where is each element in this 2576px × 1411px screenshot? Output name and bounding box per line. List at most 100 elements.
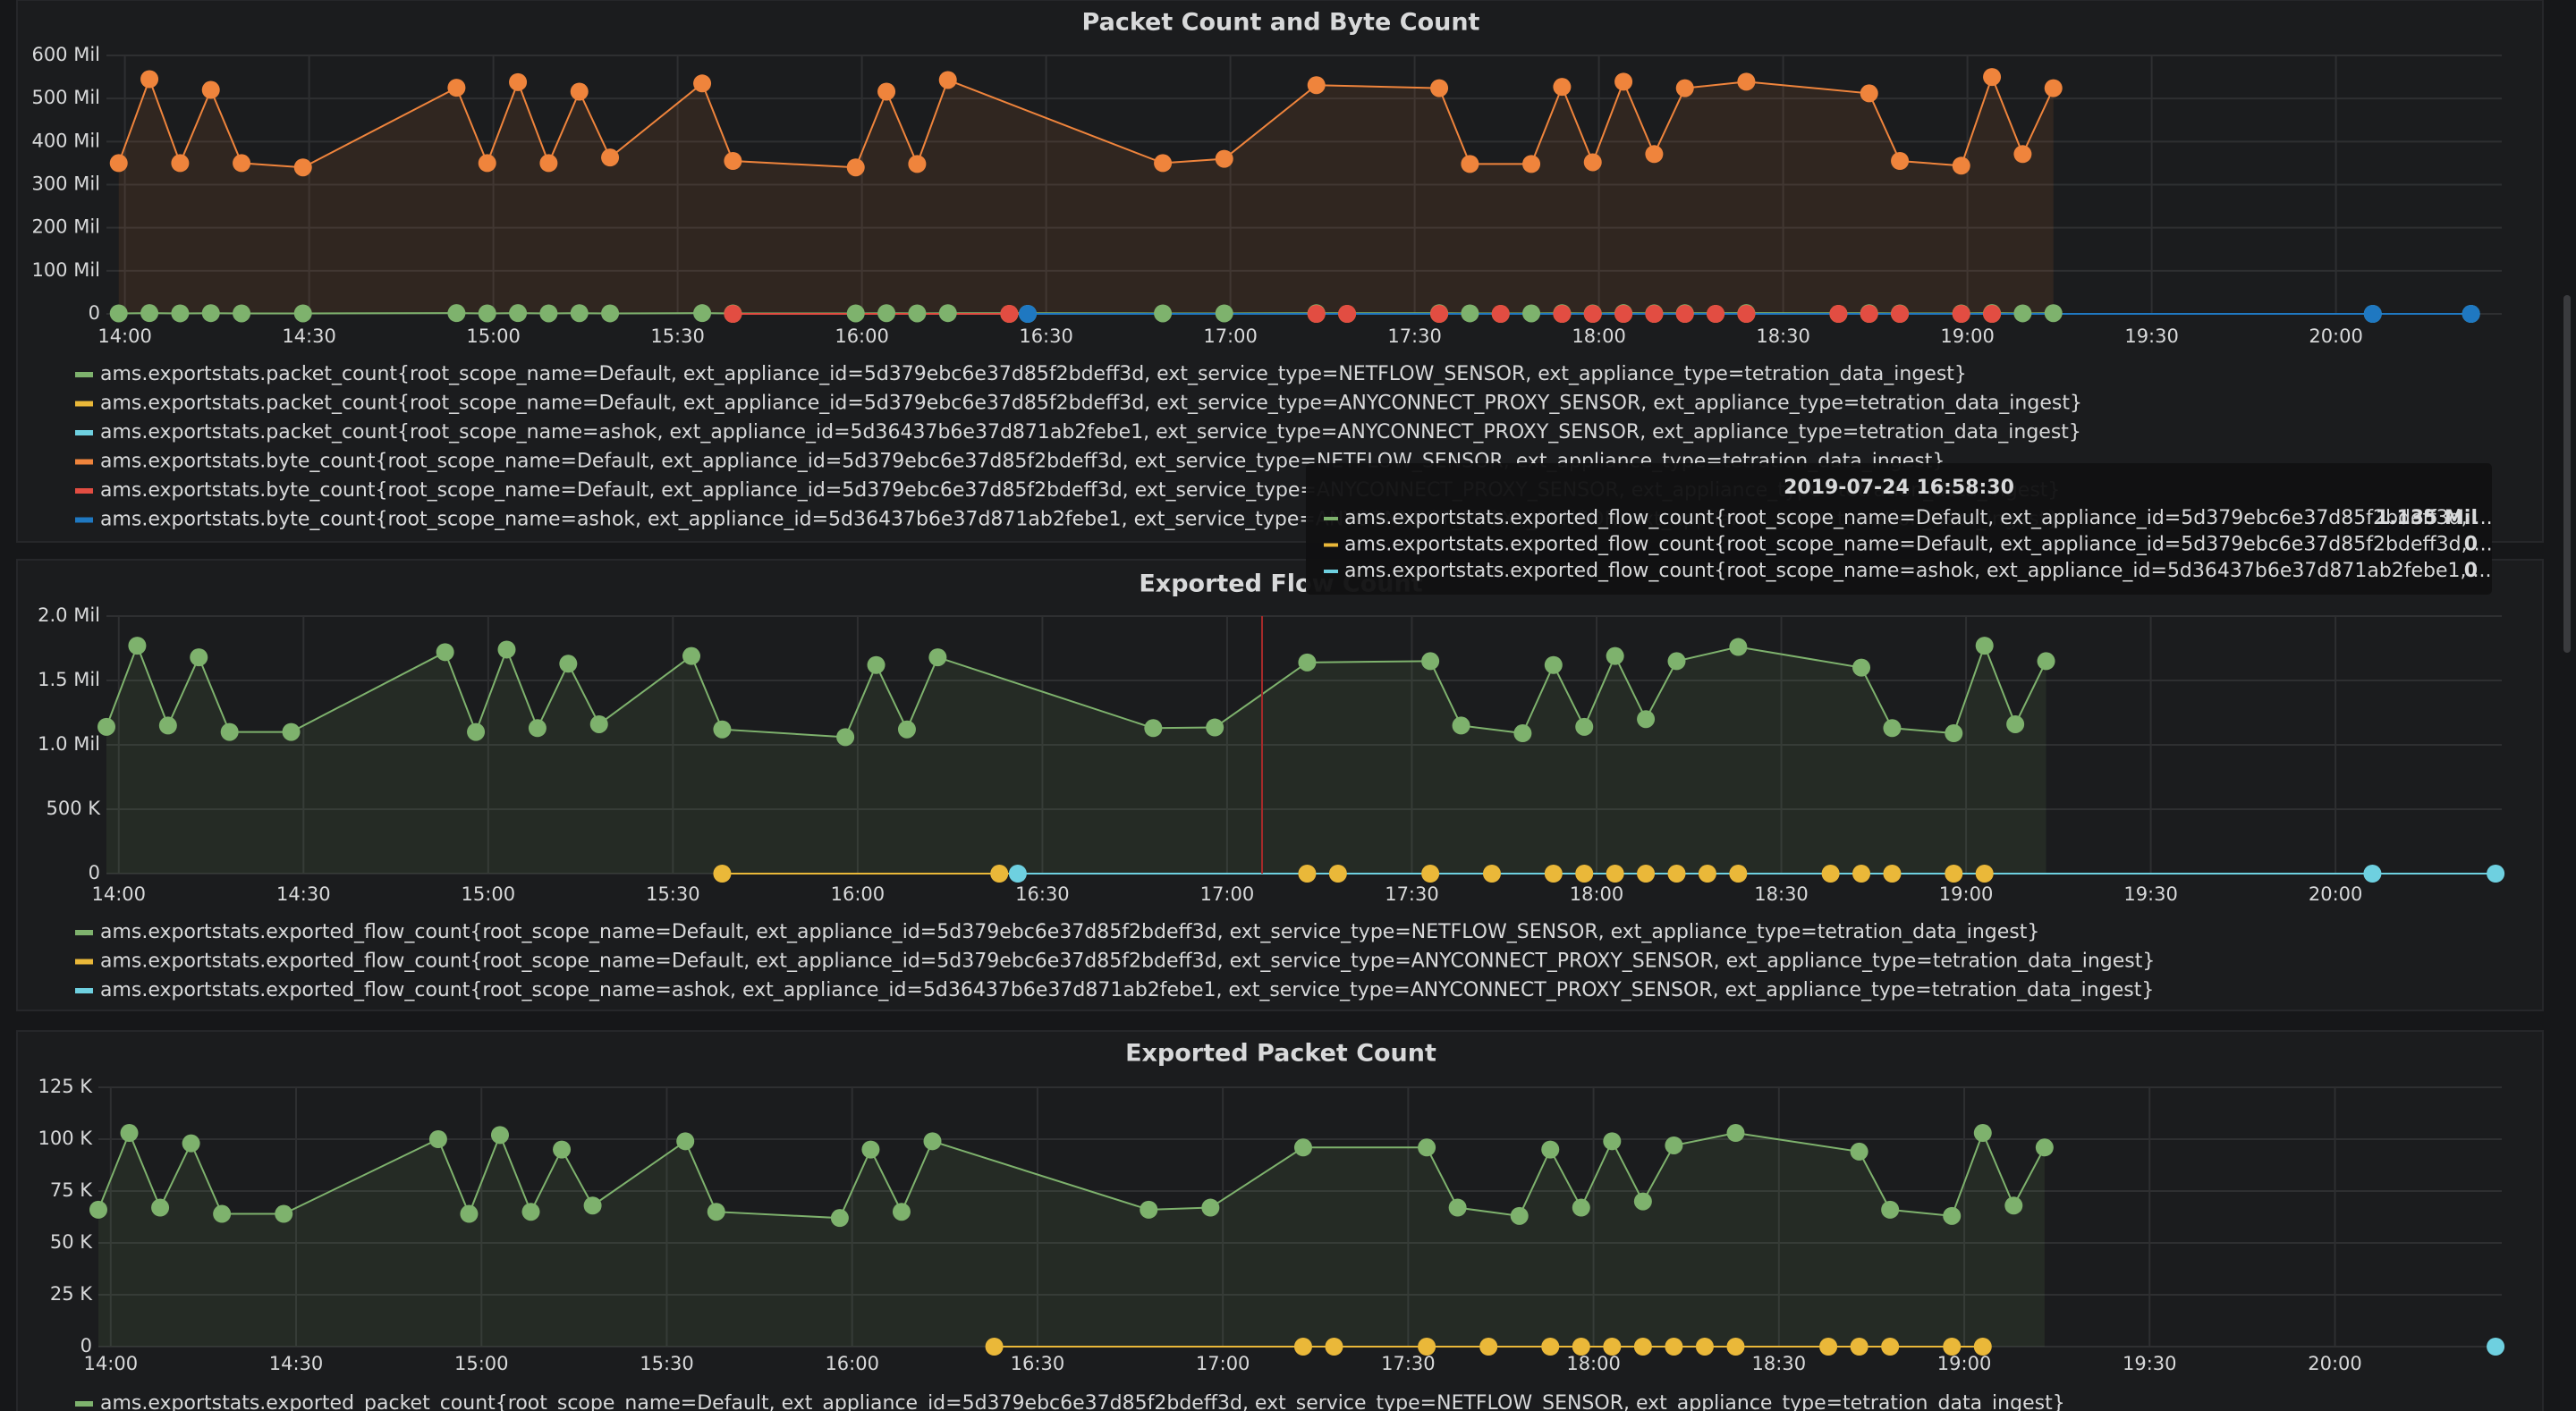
series-line (106, 643, 2047, 739)
x-tick-label: 18:00 (1570, 883, 1624, 905)
data-point (1737, 72, 1756, 91)
data-point (1541, 1338, 1560, 1356)
data-point (158, 716, 177, 735)
y-tick-label: 300 Mil (31, 173, 100, 195)
data-point (233, 304, 251, 323)
data-point (1008, 865, 1027, 883)
data-point (2006, 714, 2025, 733)
data-point (497, 640, 516, 659)
data-point (1154, 154, 1173, 173)
x-tick-label: 19:00 (1937, 1353, 1992, 1374)
data-point (601, 148, 620, 167)
x-tick-label: 15:00 (462, 883, 516, 905)
data-point (1215, 304, 1233, 323)
legend-swatch (75, 517, 93, 523)
data-point (846, 304, 865, 323)
data-point (1572, 1198, 1590, 1217)
x-tick-label: 15:30 (646, 883, 700, 905)
x-tick-label: 18:00 (1566, 1353, 1621, 1374)
x-tick-label: 19:30 (2123, 1353, 2177, 1374)
data-point (1891, 305, 1910, 323)
legend-label: ams.exportstats.packet_count{root_scope_… (100, 393, 2082, 415)
y-tick-label: 400 Mil (31, 130, 100, 151)
panel (16, 559, 2544, 1011)
data-point (436, 643, 454, 662)
data-point (1293, 1138, 1312, 1157)
data-point (923, 1132, 942, 1151)
x-tick-label: 20:00 (2309, 325, 2363, 347)
data-point (1154, 304, 1173, 323)
data-point (2487, 865, 2505, 883)
series-area (98, 1133, 2045, 1347)
data-point (1522, 155, 1541, 173)
data-point (128, 637, 147, 655)
data-point (570, 304, 589, 323)
x-tick-label: 16:00 (835, 325, 889, 347)
data-point (1307, 305, 1326, 323)
data-point (1482, 865, 1501, 883)
legend-label: ams.exportstats.exported_packet_count{ro… (100, 1392, 2065, 1411)
data-point (1614, 72, 1633, 91)
data-point (1975, 865, 1994, 883)
scrollbar[interactable] (2563, 295, 2571, 653)
data-point (2462, 305, 2480, 323)
x-tick-label: 14:30 (269, 1353, 324, 1374)
x-tick-label: 14:30 (282, 325, 336, 347)
legend-swatch (75, 988, 93, 993)
data-point (1698, 865, 1716, 883)
data-point (1000, 305, 1019, 323)
data-point (97, 717, 115, 736)
data-point (539, 154, 558, 173)
legend-swatch (75, 1401, 93, 1407)
data-point (109, 154, 128, 173)
y-tick-label: 100 Mil (31, 259, 100, 281)
tooltip-swatch (1324, 570, 1338, 573)
data-point (846, 158, 865, 177)
data-point (109, 304, 128, 323)
tooltip-swatch (1324, 517, 1338, 520)
data-point (89, 1200, 107, 1219)
data-point (233, 154, 251, 173)
data-point (2363, 305, 2382, 323)
data-point (1201, 1198, 1220, 1217)
data-point (201, 80, 220, 99)
tooltip-title: 2019-07-24 16:58:30 (1784, 477, 2014, 499)
x-tick-label: 18:30 (1756, 325, 1810, 347)
data-point (1945, 724, 1963, 743)
data-point (1737, 305, 1756, 323)
x-tick-label: 14:30 (276, 883, 331, 905)
data-point (1430, 305, 1449, 323)
data-point (867, 655, 886, 674)
data-point (190, 648, 208, 667)
data-point (1325, 1338, 1343, 1356)
data-point (282, 722, 301, 741)
data-point (1298, 653, 1317, 672)
data-point (2013, 145, 2032, 164)
data-point (1973, 1124, 1992, 1143)
data-point (1513, 724, 1532, 743)
data-point (1206, 718, 1224, 737)
y-tick-label: 1.5 Mil (38, 669, 100, 690)
data-point (275, 1204, 293, 1223)
data-point (1338, 305, 1357, 323)
data-point (1983, 68, 2002, 87)
series-line (117, 74, 2055, 169)
data-point (428, 1130, 447, 1148)
legend-label: ams.exportstats.exported_flow_count{root… (100, 979, 2154, 1001)
data-point (836, 728, 855, 747)
data-point (1819, 1338, 1838, 1356)
x-tick-label: 15:30 (650, 325, 705, 347)
x-tick-label: 20:00 (2309, 883, 2363, 905)
x-tick-label: 18:00 (1572, 325, 1626, 347)
x-tick-label: 18:30 (1754, 883, 1809, 905)
data-point (509, 304, 528, 323)
data-point (877, 304, 896, 323)
data-point (1637, 710, 1656, 729)
data-point (2004, 1196, 2023, 1215)
y-tick-label: 500 K (46, 798, 101, 819)
data-point (1821, 865, 1840, 883)
data-point (447, 79, 466, 97)
data-point (1952, 305, 1970, 323)
